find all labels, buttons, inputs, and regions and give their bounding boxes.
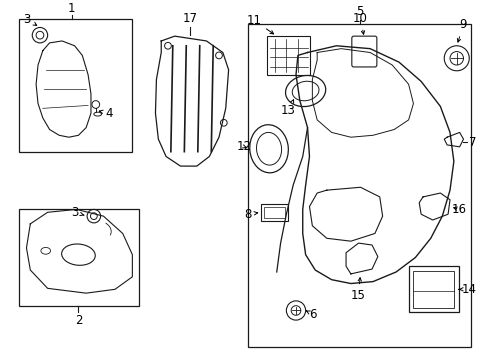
Text: 10: 10 <box>352 12 367 34</box>
Text: 12: 12 <box>236 140 251 153</box>
Bar <box>412 271 453 307</box>
Bar <box>261 204 288 221</box>
Text: 14: 14 <box>458 283 476 296</box>
Bar <box>408 266 458 312</box>
Bar <box>266 36 310 75</box>
Text: 11: 11 <box>246 14 273 34</box>
Text: 7: 7 <box>468 135 476 149</box>
Text: 9: 9 <box>456 18 466 42</box>
Bar <box>19 19 132 152</box>
Text: 13: 13 <box>281 100 295 117</box>
Text: 16: 16 <box>451 203 466 216</box>
Bar <box>247 24 470 347</box>
Text: 8: 8 <box>244 208 257 221</box>
Text: 3: 3 <box>71 206 84 219</box>
Bar <box>264 207 285 218</box>
Text: 17: 17 <box>182 12 197 24</box>
Text: 15: 15 <box>350 278 365 302</box>
Text: 5: 5 <box>355 5 363 18</box>
Text: 1: 1 <box>68 2 75 15</box>
Text: 6: 6 <box>306 308 316 321</box>
Text: 3: 3 <box>23 13 37 26</box>
Text: 2: 2 <box>75 314 82 327</box>
Bar <box>19 210 139 306</box>
Text: 4: 4 <box>99 107 113 120</box>
